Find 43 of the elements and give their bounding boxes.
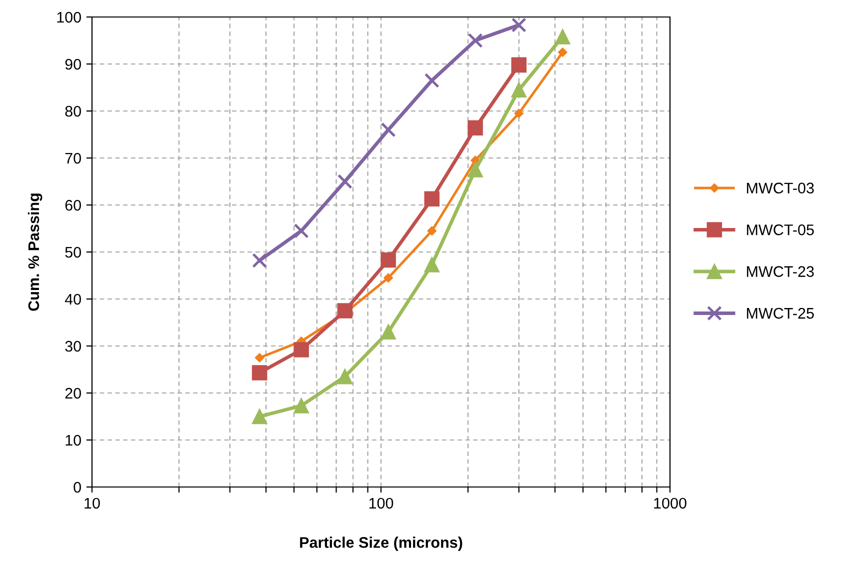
point xyxy=(294,398,309,414)
y-tick-label: 80 xyxy=(65,106,81,117)
point xyxy=(424,257,440,272)
legend-label: MWCT-23 xyxy=(746,266,814,277)
y-tick-label: 60 xyxy=(65,200,81,211)
point xyxy=(424,72,440,88)
point xyxy=(384,273,393,282)
point xyxy=(558,48,568,57)
point xyxy=(511,57,527,73)
y-axis-title: Cum. % Passing xyxy=(28,194,42,311)
y-tick-label: 100 xyxy=(57,12,81,23)
y-tick-label: 50 xyxy=(65,246,81,258)
y-tick-label: 20 xyxy=(65,388,81,399)
point xyxy=(511,82,527,98)
point xyxy=(554,29,570,44)
point xyxy=(380,252,396,268)
point xyxy=(294,223,309,238)
y-tick-label: 70 xyxy=(65,152,81,164)
point xyxy=(337,174,352,189)
point xyxy=(337,303,353,318)
point xyxy=(294,342,309,358)
legend-label: MWCT-25 xyxy=(746,308,814,319)
point xyxy=(380,122,396,138)
point xyxy=(380,324,396,340)
y-tick-label: 10 xyxy=(66,434,81,446)
y-tick-label: 90 xyxy=(65,58,81,70)
point xyxy=(424,191,440,207)
y-tick-label: 30 xyxy=(65,340,81,352)
point xyxy=(468,162,483,178)
point xyxy=(514,108,524,118)
y-tick-label: 40 xyxy=(64,294,81,305)
point xyxy=(427,226,437,236)
point xyxy=(468,33,483,48)
point xyxy=(511,17,526,32)
x-tick-label: 1000 xyxy=(654,498,686,509)
point xyxy=(468,120,483,136)
x-tick-label: 100 xyxy=(369,498,394,509)
y-tick-label: 0 xyxy=(74,482,81,493)
x-tick-label: 10 xyxy=(84,498,100,509)
legend-label: MWCT-05 xyxy=(746,224,814,236)
point xyxy=(337,368,353,384)
x-axis-title: Particle Size (microns) xyxy=(300,536,462,551)
legend-label: MWCT-03 xyxy=(746,182,814,194)
